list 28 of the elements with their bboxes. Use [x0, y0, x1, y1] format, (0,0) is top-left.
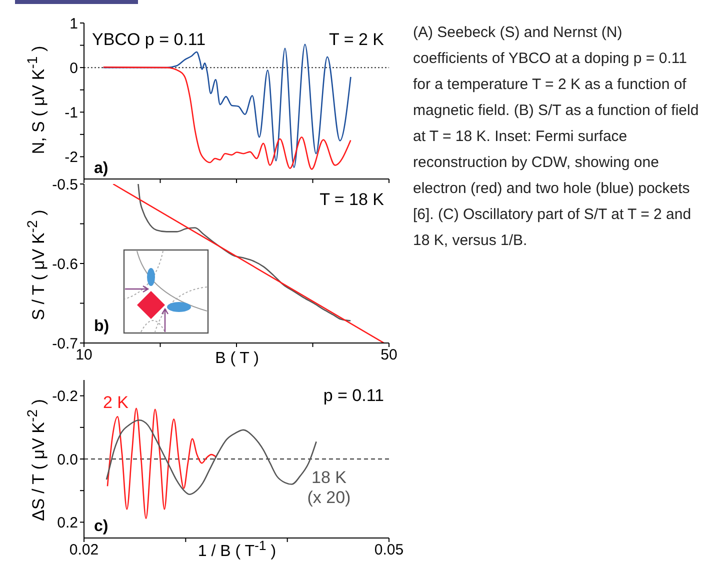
series-label: 18 K (x 20): [306, 468, 352, 508]
y-tick-label: 1: [70, 15, 78, 32]
y-tick-label: 0.2: [57, 514, 78, 532]
x-tick-label: 0.02: [69, 542, 99, 559]
annotation: T = 18 K: [320, 190, 384, 210]
y-tick-label: 0: [70, 60, 78, 77]
annotation: c): [94, 518, 108, 536]
annotation: T = 2 K: [329, 30, 384, 50]
line-series: [138, 184, 352, 322]
x-tick-label: 10: [76, 346, 92, 364]
y-tick-label: -2: [64, 149, 78, 166]
y-tick-label: -1: [64, 104, 78, 122]
x-axis-title: 1 / B ( T$^{-1}$ ): [198, 536, 276, 562]
annotation: YBCO p = 0.11: [92, 30, 206, 50]
y-tick-label: -0.7: [52, 335, 78, 352]
x-tick-label: 0.05: [374, 542, 404, 559]
text: (A) Seebeck (S) and Nernst (N) coefficients of YBCO at a doping p = 0.11 for a temperature T = 2 K as a function of magnetic field. (B) S/T as a function of field at T = 18 K. Inset: Fermi surface reconstruction by CDW, showing one electron (red) and two hole (blue) pockets [6]. (C) Oscillatory part of S/T at T = 2 and 18 K, versus 1/B.: [413, 24, 699, 249]
y-tick-label: 0.0: [57, 451, 78, 468]
x-tick-label: 50: [380, 346, 398, 364]
annotation: a): [94, 160, 108, 178]
y-tick-label: -0.5: [52, 176, 78, 194]
y-tick-label: -0.6: [52, 256, 78, 273]
y-tick-label: -0.2: [52, 388, 78, 406]
annotation: p = 0.11: [323, 386, 384, 406]
annotation: b): [94, 318, 110, 336]
line-series: [106, 408, 218, 520]
series-label: 2 K: [103, 393, 129, 413]
x-axis-title: B ( T ): [215, 350, 259, 368]
